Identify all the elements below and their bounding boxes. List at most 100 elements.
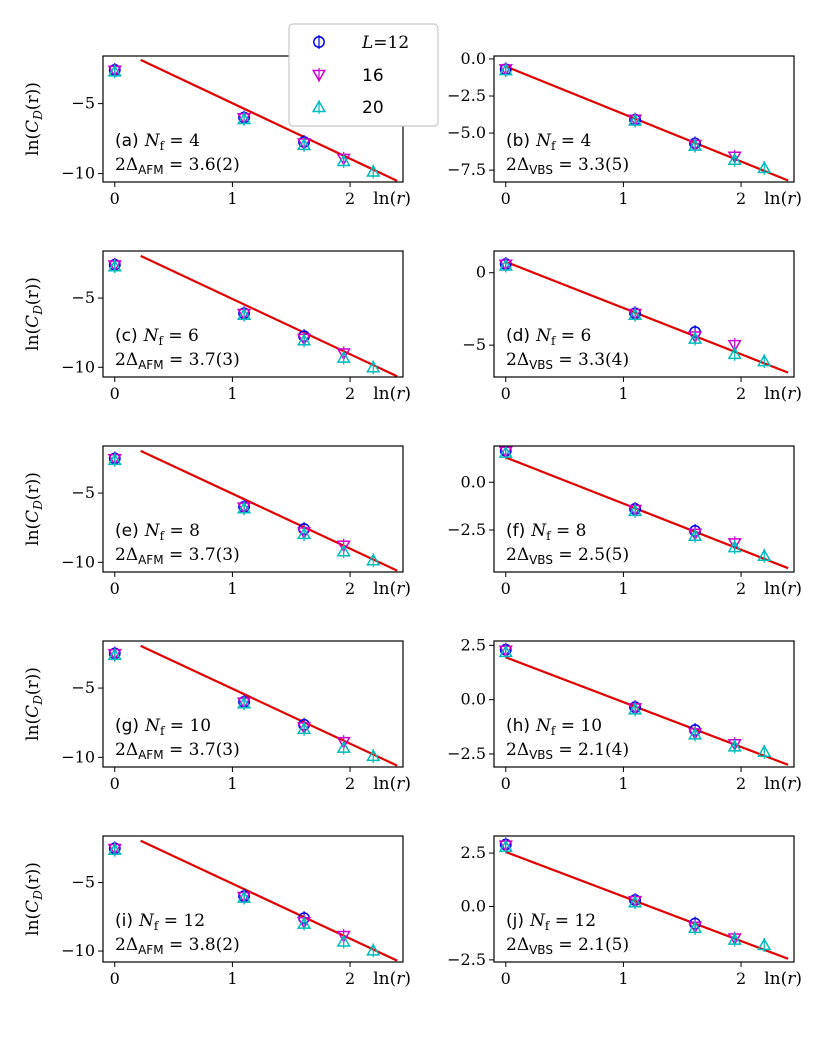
y-tick-label: 0.0 (461, 896, 486, 915)
x-axis-label: ln(r) (373, 969, 411, 989)
panel-annotation-delta: 2ΔAFM = 3.7(3) (115, 740, 240, 762)
data-point-20 (687, 528, 703, 543)
panel-annotation-nf: (c) Nf = 6 (115, 326, 199, 348)
panel-annotation-delta: 2ΔAFM = 3.8(2) (115, 935, 240, 957)
data-point-20 (727, 932, 742, 947)
y-tick-label: −2.5 (447, 744, 486, 763)
y-axis-label: ln(CD(r)) (23, 667, 45, 741)
x-tick-label: 1 (227, 384, 237, 403)
data-point-20 (296, 137, 312, 152)
y-axis-label: ln(CD(r)) (23, 82, 45, 156)
panel-annotation-nf: (h) Nf = 10 (506, 716, 602, 738)
x-tick-label: 1 (227, 579, 237, 598)
x-tick-label: 0 (110, 384, 120, 403)
x-tick-label: 2 (345, 384, 355, 403)
x-tick-label: 2 (345, 189, 355, 208)
x-tick-label: 2 (345, 579, 355, 598)
x-tick-label: 2 (345, 969, 355, 988)
x-tick-label: 1 (618, 189, 628, 208)
panel-annotation-delta: 2ΔVBS = 2.5(5) (506, 545, 629, 567)
data-point-20 (107, 842, 122, 857)
data-point-20 (498, 446, 513, 460)
data-point-20 (727, 346, 742, 361)
panel-annotation-nf: (f) Nf = 8 (506, 521, 586, 543)
data-point-20 (336, 154, 351, 168)
data-point-20 (107, 64, 122, 79)
x-tick-label: 1 (618, 969, 628, 988)
panel-annotation-nf: (j) Nf = 12 (506, 911, 596, 933)
fit-line (505, 850, 789, 960)
x-axis-label: ln(r) (373, 579, 411, 599)
x-tick-label: 1 (227, 774, 237, 793)
panel-annotation-delta: 2ΔVBS = 3.3(5) (506, 155, 629, 177)
plot-frame (102, 835, 404, 963)
panel-annotation-nf: (i) Nf = 12 (115, 911, 205, 933)
y-tick-label: −7.5 (447, 160, 486, 179)
x-tick-label: 1 (227, 189, 237, 208)
data-point-20 (336, 350, 351, 365)
x-tick-label: 0 (501, 969, 511, 988)
panel-annotation-delta: 2ΔAFM = 3.6(2) (115, 155, 240, 177)
x-axis-label: ln(r) (764, 579, 802, 599)
panel-annotation-delta: 2ΔVBS = 3.3(4) (506, 350, 629, 372)
data-point-20 (687, 331, 703, 346)
data-point-20 (627, 307, 643, 322)
y-tick-label: −10 (61, 941, 95, 960)
x-axis-label: ln(r) (764, 969, 802, 989)
data-point-20 (107, 647, 122, 662)
plot-frame (493, 445, 795, 573)
data-point-20 (627, 702, 643, 717)
x-tick-label: 1 (618, 579, 628, 598)
legend-frame (288, 23, 439, 127)
y-tick-label: −10 (61, 747, 95, 766)
data-point-20 (107, 452, 122, 467)
data-point-20 (757, 160, 772, 175)
y-tick-label: −5.0 (447, 123, 486, 142)
panel-annotation-nf: (a) Nf = 4 (115, 131, 200, 153)
plot-area (498, 446, 789, 570)
y-tick-label: 2.5 (461, 843, 486, 862)
y-tick-label: 2.5 (461, 635, 486, 654)
data-point-20 (366, 943, 381, 958)
panel-annotation-delta: 2ΔVBS = 2.1(5) (506, 935, 629, 957)
y-tick-label: −2.5 (447, 520, 486, 539)
x-tick-label: 0 (110, 774, 120, 793)
data-point-20 (366, 748, 381, 763)
x-tick-label: 1 (618, 774, 628, 793)
y-tick-label: −5 (71, 483, 95, 502)
legend-label: 16 (362, 66, 384, 86)
data-point-20 (336, 544, 351, 559)
y-tick-label: −5 (71, 288, 95, 307)
panel-annotation-delta: 2ΔAFM = 3.7(3) (115, 350, 240, 372)
x-tick-label: 0 (110, 579, 120, 598)
x-tick-label: 0 (501, 774, 511, 793)
plot-frame (493, 55, 795, 183)
panel-annotation-nf: (g) Nf = 10 (115, 716, 211, 738)
y-tick-label: −2.5 (447, 950, 486, 969)
legend-marker (313, 35, 325, 49)
data-point-20 (757, 548, 772, 563)
plot-area (107, 449, 398, 572)
plot-frame (102, 445, 404, 573)
legend-label: 20 (362, 98, 384, 118)
x-tick-label: 0 (501, 579, 511, 598)
plot-area (107, 254, 398, 377)
legend: L=12 16 20 (288, 23, 439, 127)
panel-annotation-nf: (b) Nf = 4 (506, 131, 591, 153)
x-axis-label: ln(r) (373, 384, 411, 404)
x-tick-label: 0 (110, 189, 120, 208)
legend-entry: 16 (311, 66, 384, 86)
plot-area (107, 839, 398, 962)
data-point-20 (687, 920, 703, 935)
x-tick-label: 2 (345, 774, 355, 793)
panel-annotation-delta: 2ΔAFM = 3.7(3) (115, 545, 240, 567)
data-point-20 (236, 112, 252, 126)
data-point-20 (296, 916, 312, 931)
x-tick-label: 1 (227, 969, 237, 988)
